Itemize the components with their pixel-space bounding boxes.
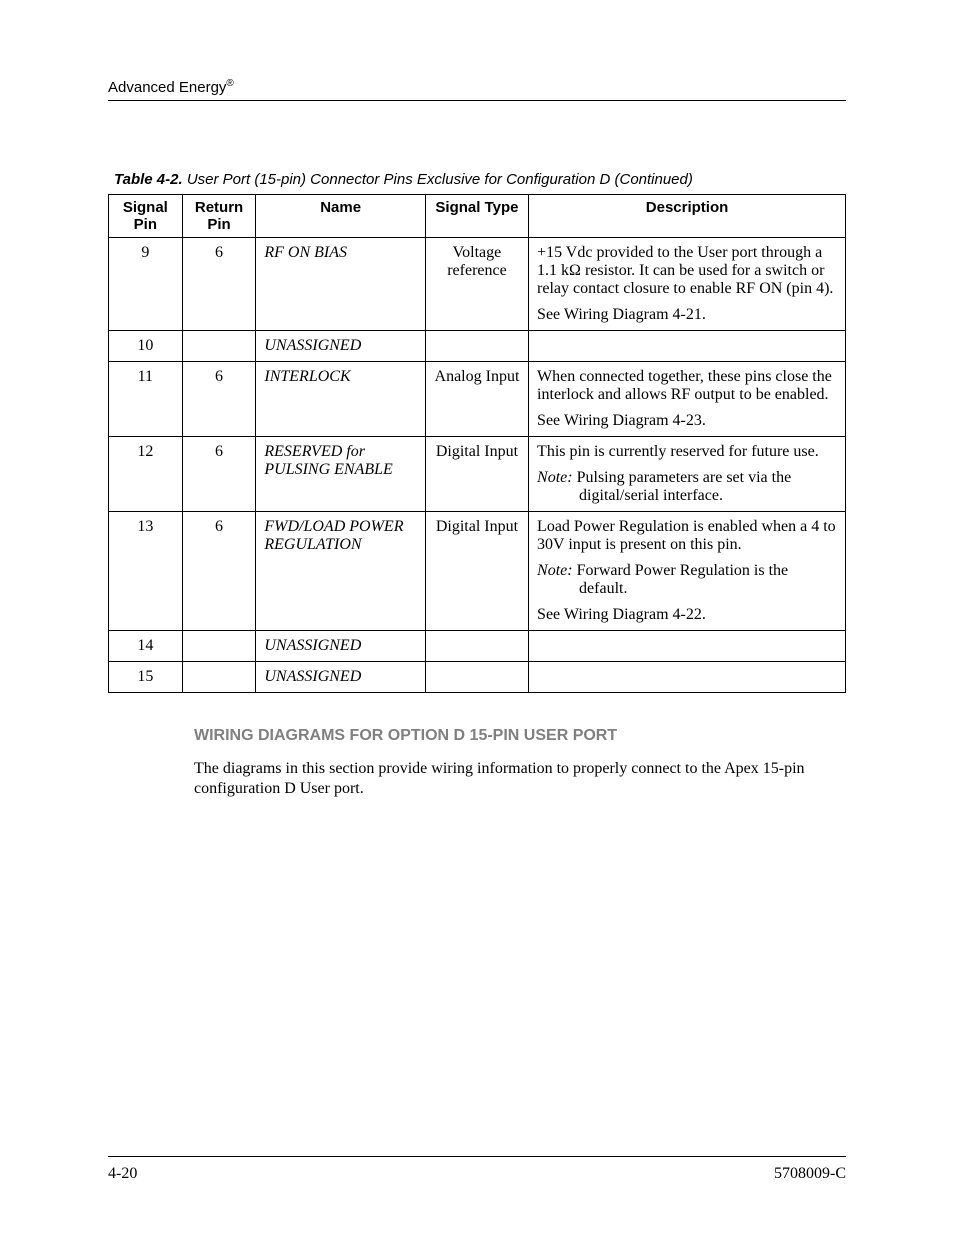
table-row: 11 6 INTERLOCK Analog Input When connect… (109, 362, 846, 437)
cell-signal-type: Digital Input (425, 437, 528, 512)
cell-signal-pin: 12 (109, 437, 183, 512)
cell-description: Load Power Regulation is enabled when a … (529, 512, 846, 631)
pin-table: Signal Pin Return Pin Name Signal Type D… (108, 194, 846, 693)
cell-return-pin (182, 662, 256, 693)
footer-doc-number: 5708009-C (774, 1165, 846, 1183)
cell-signal-type: Digital Input (425, 512, 528, 631)
page-header: Advanced Energy® (108, 78, 846, 101)
table-caption-text: User Port (15-pin) Connector Pins Exclus… (187, 171, 693, 188)
desc-text: This pin is currently reserved for futur… (537, 443, 837, 461)
cell-name: FWD/LOAD POWER REGULATION (256, 512, 426, 631)
note-label: Note: (537, 469, 573, 486)
page-footer: 4-20 5708009-C (108, 1156, 846, 1183)
note-label: Note: (537, 562, 573, 579)
cell-signal-pin: 14 (109, 631, 183, 662)
registered-mark: ® (226, 78, 233, 89)
table-header-row: Signal Pin Return Pin Name Signal Type D… (109, 195, 846, 238)
desc-note: Note: Forward Power Regulation is the de… (537, 562, 837, 598)
col-return-pin: Return Pin (182, 195, 256, 238)
cell-name: INTERLOCK (256, 362, 426, 437)
desc-text: See Wiring Diagram 4-22. (537, 606, 837, 624)
table-label: Table 4-2. (114, 171, 183, 188)
cell-name: UNASSIGNED (256, 662, 426, 693)
note-text: Pulsing parameters are set via the digit… (577, 469, 792, 504)
cell-return-pin (182, 631, 256, 662)
desc-text: See Wiring Diagram 4-23. (537, 412, 837, 430)
cell-signal-type (425, 331, 528, 362)
cell-signal-pin: 11 (109, 362, 183, 437)
desc-text: Load Power Regulation is enabled when a … (537, 518, 837, 554)
desc-text: +15 Vdc provided to the User port throug… (537, 244, 837, 298)
cell-description (529, 631, 846, 662)
desc-note: Note: Pulsing parameters are set via the… (537, 469, 837, 505)
cell-signal-type (425, 662, 528, 693)
cell-signal-type: Voltage reference (425, 238, 528, 331)
cell-signal-type (425, 631, 528, 662)
cell-return-pin: 6 (182, 238, 256, 331)
table-row: 15 UNASSIGNED (109, 662, 846, 693)
table-row: 10 UNASSIGNED (109, 331, 846, 362)
desc-text: When connected together, these pins clos… (537, 368, 837, 404)
cell-return-pin: 6 (182, 512, 256, 631)
cell-signal-type: Analog Input (425, 362, 528, 437)
cell-name: RESERVED for PULSING ENABLE (256, 437, 426, 512)
cell-description: +15 Vdc provided to the User port throug… (529, 238, 846, 331)
col-signal-type: Signal Type (425, 195, 528, 238)
table-caption: Table 4-2. User Port (15-pin) Connector … (108, 171, 846, 188)
cell-name: UNASSIGNED (256, 631, 426, 662)
company-name: Advanced Energy (108, 79, 226, 96)
desc-text: See Wiring Diagram 4-21. (537, 306, 837, 324)
col-description: Description (529, 195, 846, 238)
cell-signal-pin: 10 (109, 331, 183, 362)
table-row: 12 6 RESERVED for PULSING ENABLE Digital… (109, 437, 846, 512)
cell-return-pin: 6 (182, 362, 256, 437)
table-row: 14 UNASSIGNED (109, 631, 846, 662)
table-row: 13 6 FWD/LOAD POWER REGULATION Digital I… (109, 512, 846, 631)
body-paragraph: The diagrams in this section provide wir… (194, 759, 846, 799)
cell-description: This pin is currently reserved for futur… (529, 437, 846, 512)
cell-name: RF ON BIAS (256, 238, 426, 331)
cell-return-pin: 6 (182, 437, 256, 512)
cell-signal-pin: 15 (109, 662, 183, 693)
cell-description: When connected together, these pins clos… (529, 362, 846, 437)
col-name: Name (256, 195, 426, 238)
note-text: Forward Power Regulation is the default. (577, 562, 789, 597)
cell-description (529, 662, 846, 693)
table-row: 9 6 RF ON BIAS Voltage reference +15 Vdc… (109, 238, 846, 331)
cell-name: UNASSIGNED (256, 331, 426, 362)
cell-signal-pin: 13 (109, 512, 183, 631)
section-heading: WIRING DIAGRAMS FOR OPTION D 15-PIN USER… (194, 727, 846, 745)
cell-description (529, 331, 846, 362)
footer-page-number: 4-20 (108, 1165, 137, 1183)
col-signal-pin: Signal Pin (109, 195, 183, 238)
cell-return-pin (182, 331, 256, 362)
cell-signal-pin: 9 (109, 238, 183, 331)
